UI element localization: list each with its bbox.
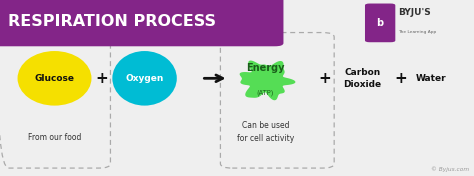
Text: The Learning App: The Learning App: [398, 30, 437, 34]
Text: Oxygen: Oxygen: [126, 74, 164, 83]
FancyBboxPatch shape: [365, 4, 395, 42]
Text: Glucose: Glucose: [35, 74, 74, 83]
Text: BYJU'S: BYJU'S: [398, 8, 431, 17]
Text: +: +: [319, 71, 331, 86]
Text: Energy: Energy: [246, 63, 285, 73]
Text: (ATP): (ATP): [257, 89, 274, 96]
Polygon shape: [240, 61, 295, 100]
Text: Water: Water: [416, 74, 447, 83]
Text: b: b: [376, 18, 384, 28]
Text: Carbon
Dioxide: Carbon Dioxide: [344, 68, 382, 89]
FancyBboxPatch shape: [0, 0, 283, 46]
Ellipse shape: [18, 51, 91, 106]
Text: From our food: From our food: [28, 133, 81, 142]
Text: +: +: [394, 71, 407, 86]
Ellipse shape: [112, 51, 177, 106]
Text: Can be used
for cell activity: Can be used for cell activity: [237, 121, 294, 143]
Text: © Byjus.com: © Byjus.com: [431, 167, 469, 172]
Text: RESPIRATION PROCESS: RESPIRATION PROCESS: [8, 14, 216, 29]
Text: +: +: [96, 71, 108, 86]
